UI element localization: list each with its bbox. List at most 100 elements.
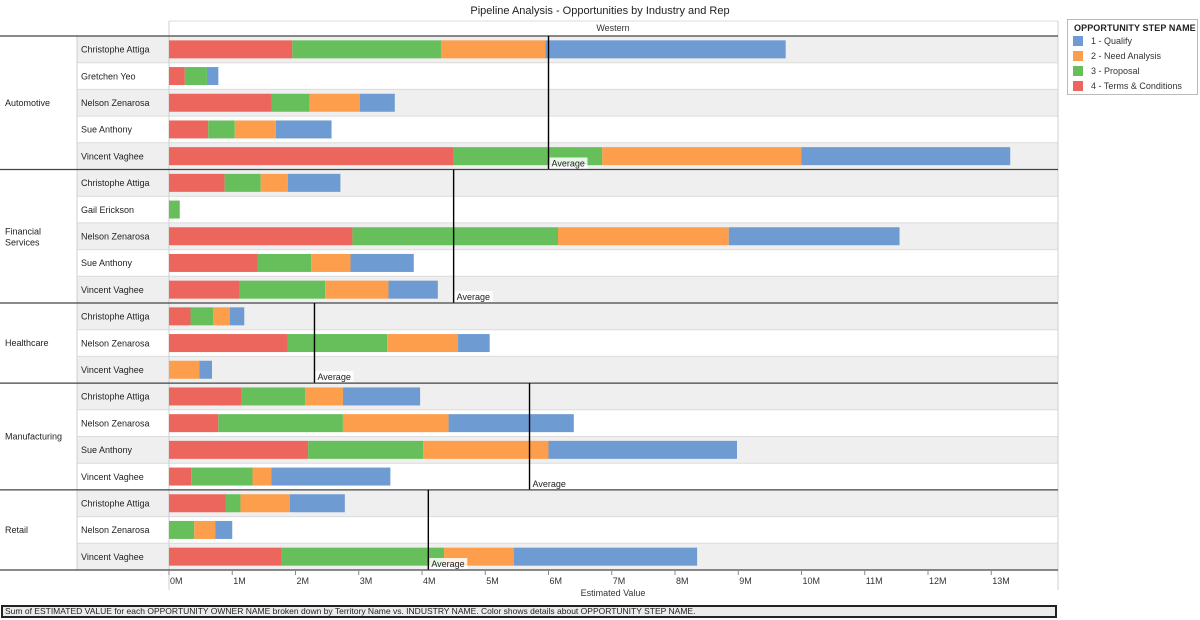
rep-label: Vincent Vaghee: [81, 472, 144, 482]
rep-label: Nelson Zenarosa: [81, 418, 150, 428]
legend-label-proposal: 3 - Proposal: [1091, 65, 1140, 76]
bar-segment-3-proposal: [257, 253, 312, 272]
average-label-bg: [530, 477, 569, 489]
x-tick-label: 0M: [170, 576, 183, 586]
rep-label: Sue Anthony: [81, 125, 133, 135]
bar-segment-1-qualify: [229, 307, 245, 326]
rep-label: Christophe Attiga: [81, 178, 150, 188]
bar-segment-4-terms-and-conditions: [169, 147, 454, 166]
bar-segment-2-need-analysis: [325, 280, 389, 299]
bar-segment-4-terms-and-conditions: [169, 67, 185, 86]
bar-segment-2-need-analysis: [252, 467, 272, 486]
rep-label: Sue Anthony: [81, 445, 133, 455]
x-tick-label: 3M: [360, 576, 373, 586]
bar-segment-4-terms-and-conditions: [169, 173, 225, 192]
rep-label: Vincent Vaghee: [81, 365, 144, 375]
legend-swatch-terms-conditions: [1073, 80, 1083, 91]
rep-label: Gail Erickson: [81, 205, 134, 215]
rep-label: Christophe Attiga: [81, 498, 150, 508]
bar-segment-4-terms-and-conditions: [169, 227, 353, 246]
bar-segment-4-terms-and-conditions: [169, 334, 288, 353]
bar-segment-1-qualify: [513, 547, 698, 566]
legend-label-terms-conditions: 4 - Terms & Conditions: [1091, 80, 1182, 91]
bar-segment-1-qualify: [350, 253, 414, 272]
bar-segment-3-proposal: [239, 280, 326, 299]
average-label: Average: [552, 159, 585, 169]
rep-label: Nelson Zenarosa: [81, 98, 150, 108]
industry-label: Manufacturing: [5, 432, 62, 442]
average-label: Average: [533, 479, 566, 489]
rep-label: Vincent Vaghee: [81, 552, 144, 562]
bar-segment-2-need-analysis: [602, 147, 802, 166]
bar-segment-2-need-analysis: [234, 120, 276, 139]
bar-segment-1-qualify: [545, 40, 786, 59]
bar-segment-3-proposal: [184, 67, 207, 86]
bar-segment-1-qualify: [215, 520, 233, 539]
bar-segment-4-terms-and-conditions: [169, 494, 226, 513]
industry-label: Financial: [5, 226, 41, 236]
bar-segment-3-proposal: [224, 173, 261, 192]
bar-segment-3-proposal: [208, 120, 235, 139]
bar-segment-2-need-analysis: [240, 494, 290, 513]
industry-label-line2: Services: [5, 237, 40, 247]
bar-segment-1-qualify: [548, 440, 737, 459]
bar-segment-1-qualify: [448, 414, 574, 433]
bar-segment-2-need-analysis: [260, 173, 288, 192]
average-label-bg: [315, 371, 354, 383]
legend-item-terms-conditions[interactable]: 4 - Terms & Conditions: [1068, 78, 1197, 93]
chart-title: Pipeline Analysis - Opportunities by Ind…: [470, 5, 729, 17]
chart-legend: OPPORTUNITY STEP NAME 1 - Qualify 2 - Ne…: [1067, 19, 1198, 95]
bar-segment-2-need-analysis: [342, 414, 449, 433]
legend-item-qualify[interactable]: 1 - Qualify: [1068, 33, 1197, 48]
bar-segment-2-need-analysis: [440, 40, 546, 59]
legend-title: OPPORTUNITY STEP NAME: [1074, 23, 1196, 33]
x-axis-title: Estimated Value: [581, 588, 646, 598]
chart-caption: Sum of ESTIMATED VALUE for each OPPORTUN…: [1, 605, 1057, 618]
bar-segment-4-terms-and-conditions: [169, 280, 240, 299]
x-tick-label: 1M: [233, 576, 246, 586]
bar-segment-3-proposal: [169, 200, 180, 219]
bar-segment-2-need-analysis: [213, 307, 230, 326]
rep-label: Christophe Attiga: [81, 312, 150, 322]
legend-item-proposal[interactable]: 3 - Proposal: [1068, 63, 1197, 78]
bar-segment-4-terms-and-conditions: [169, 440, 309, 459]
bar-segment-3-proposal: [287, 334, 388, 353]
legend-item-need-analysis[interactable]: 2 - Need Analysis: [1068, 48, 1197, 63]
bar-segment-3-proposal: [292, 40, 441, 59]
average-label: Average: [431, 559, 464, 569]
pipeline-chart: Pipeline Analysis - Opportunities by Ind…: [0, 5, 1059, 598]
bar-segment-1-qualify: [388, 280, 438, 299]
x-tick-label: 5M: [486, 576, 499, 586]
bar-segment-1-qualify: [458, 334, 490, 353]
rep-label: Sue Anthony: [81, 258, 133, 268]
bar-segment-4-terms-and-conditions: [169, 414, 219, 433]
bar-segment-3-proposal: [225, 494, 241, 513]
bar-segment-4-terms-and-conditions: [169, 467, 192, 486]
x-tick-label: 2M: [297, 576, 310, 586]
average-label-bg: [454, 291, 493, 302]
bar-segment-2-need-analysis: [557, 227, 729, 246]
bar-segment-1-qualify: [271, 467, 391, 486]
bar-segment-4-terms-and-conditions: [169, 120, 209, 139]
rep-label: Vincent Vaghee: [81, 151, 144, 161]
x-tick-label: 10M: [803, 576, 821, 586]
legend-swatch-qualify: [1073, 35, 1083, 46]
bar-segment-3-proposal: [169, 520, 195, 539]
bar-segment-4-terms-and-conditions: [169, 93, 272, 112]
bar-segment-1-qualify: [289, 494, 345, 513]
bar-segment-2-need-analysis: [387, 334, 459, 353]
bar-segment-3-proposal: [241, 387, 305, 406]
average-label: Average: [457, 292, 490, 302]
bar-segment-4-terms-and-conditions: [169, 40, 293, 59]
bar-segment-3-proposal: [271, 93, 310, 112]
bar-segment-3-proposal: [281, 547, 445, 566]
bar-segment-2-need-analysis: [169, 360, 200, 379]
average-label: Average: [317, 372, 350, 382]
column-header: Western: [596, 23, 629, 33]
industry-label: Retail: [5, 525, 28, 535]
bar-segment-3-proposal: [352, 227, 558, 246]
legend-swatch-proposal: [1073, 65, 1083, 76]
x-tick-label: 12M: [929, 576, 947, 586]
legend-label-qualify: 1 - Qualify: [1091, 35, 1133, 46]
rep-label: Nelson Zenarosa: [81, 231, 150, 241]
